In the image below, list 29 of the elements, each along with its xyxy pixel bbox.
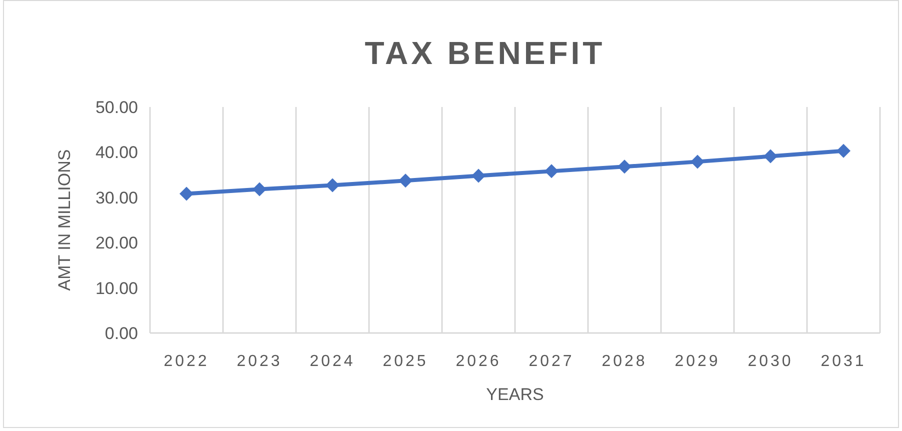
x-tick-label: 2023: [236, 353, 282, 370]
x-tick-label: 2028: [602, 353, 648, 370]
point: [764, 149, 778, 164]
point: [398, 174, 412, 188]
point: [180, 186, 194, 201]
point: [326, 178, 340, 192]
y-tick-label: 40.00: [95, 143, 138, 162]
point: [618, 160, 632, 174]
x-tick-label: 2030: [748, 353, 794, 370]
x-tick-label: 2031: [820, 353, 866, 370]
x-tick-label: 2022: [164, 353, 210, 370]
x-tick-label: 2025: [382, 353, 428, 370]
x-tick-label: 2027: [528, 353, 574, 370]
chart-title: TAX BENEFIT: [364, 35, 606, 71]
y-axis-title: AMT IN MILLIONS: [55, 149, 74, 291]
point: [836, 144, 850, 158]
point: [252, 182, 266, 196]
point: [472, 168, 486, 183]
y-tick-label: 50.00: [95, 98, 138, 117]
point: [690, 154, 704, 169]
y-tick-label: 10.00: [95, 278, 138, 298]
x-tick-label: 2026: [456, 353, 502, 370]
y-tick-label: 0.00: [104, 324, 138, 343]
point: [544, 164, 558, 178]
x-tick-label: 2029: [674, 353, 720, 370]
x-axis-title: YEARS: [486, 385, 544, 404]
x-tick-label: 2024: [310, 353, 356, 370]
y-tick-label: 30.00: [95, 188, 138, 208]
y-tick-label: 20.00: [95, 234, 138, 253]
